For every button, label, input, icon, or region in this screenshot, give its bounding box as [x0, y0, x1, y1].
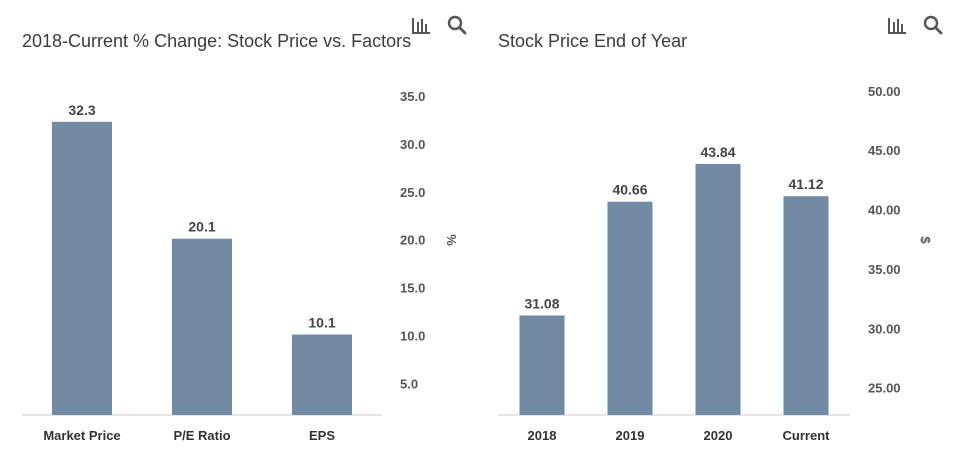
y-tick-label: 45.00	[868, 143, 901, 158]
data-label: 32.3	[68, 102, 95, 118]
y-tick-label: 15.0	[400, 281, 425, 296]
bar-eps[interactable]	[292, 334, 352, 415]
bar-market-price[interactable]	[52, 121, 112, 415]
category-label: Current	[783, 428, 831, 443]
chart-title: 2018-Current % Change: Stock Price vs. F…	[22, 31, 412, 51]
bar-current[interactable]	[783, 196, 829, 415]
y-tick-label: 35.00	[868, 262, 901, 277]
bar-chart-icon[interactable]	[886, 14, 908, 36]
data-label: 10.1	[308, 315, 335, 331]
data-label: 40.66	[612, 182, 647, 198]
y-tick-label: 35.0	[400, 89, 425, 104]
y-tick-label: 25.0	[400, 185, 425, 200]
y-tick-label: 30.00	[868, 321, 901, 336]
y-tick-label: 40.00	[868, 203, 901, 218]
data-label: 20.1	[188, 219, 215, 235]
y-axis-label: $	[918, 236, 933, 244]
y-tick-label: 10.0	[400, 328, 425, 343]
stock-price-bar-chart: 31.08 2018 40.66 2019 43.84 2020 41.12 Current 2…	[498, 84, 933, 443]
chart-toolbar	[886, 14, 944, 36]
data-label: 43.84	[700, 144, 735, 160]
y-axis-label: %	[444, 234, 459, 246]
category-label: 2019	[616, 428, 645, 443]
category-label: 2020	[704, 428, 733, 443]
data-label: 31.08	[524, 295, 559, 311]
chart-title: Stock Price End of Year	[498, 31, 688, 51]
y-tick-label: 50.00	[868, 84, 901, 99]
bar-2020[interactable]	[695, 163, 741, 415]
y-tick-label: 5.0	[400, 376, 418, 391]
y-tick-label: 20.0	[400, 233, 425, 248]
category-label: Market Price	[43, 428, 120, 443]
chart-panel-stock-price: Stock Price End of Year 31.08 2018 40.66 20…	[478, 0, 958, 468]
bar-p-e-ratio[interactable]	[172, 238, 232, 415]
y-tick-label: 30.0	[400, 137, 425, 152]
category-label: EPS	[309, 428, 335, 443]
bar-chart-icon[interactable]	[410, 14, 432, 36]
data-label: 41.12	[788, 176, 823, 192]
bar-2018[interactable]	[519, 315, 565, 415]
chart-toolbar	[410, 14, 468, 36]
magnifier-icon[interactable]	[446, 14, 468, 36]
chart-panel-percent-change: 2018-Current % Change: Stock Price vs. F…	[0, 0, 478, 468]
magnifier-icon[interactable]	[922, 14, 944, 36]
category-label: 2018	[528, 428, 557, 443]
category-label: P/E Ratio	[173, 428, 230, 443]
y-tick-label: 25.00	[868, 381, 901, 396]
percent-change-bar-chart: 32.3 Market Price 20.1 P/E Ratio 10.1 EPS 5.0 1…	[22, 89, 459, 443]
bar-2019[interactable]	[607, 201, 653, 415]
